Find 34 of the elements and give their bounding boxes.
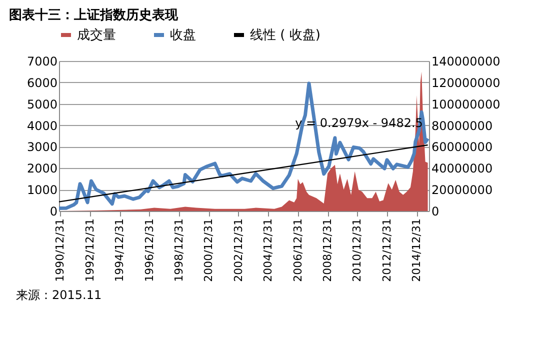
y-tick-label: 5000	[26, 97, 58, 112]
legend-label: 成交量	[77, 27, 116, 43]
y-tick-label: 6000	[26, 76, 58, 90]
chart-title: 图表十三：上证指数历史表现	[9, 8, 179, 23]
y2-tick-label: 120000000	[432, 76, 500, 90]
y2-tick-label: 140000000	[432, 54, 500, 68]
y-tick-label: 2000	[26, 162, 58, 176]
x-tick-label: 1998/12/31	[172, 218, 186, 282]
x-tick-label: 2004/12/31	[262, 218, 275, 282]
x-tick-label: 1992/12/31	[83, 218, 96, 282]
y-tick-label: 3000	[26, 140, 58, 154]
y-tick-label: 0	[50, 204, 58, 218]
x-tick-label: 2000/12/31	[202, 218, 216, 282]
y-tick-label: 7000	[26, 54, 58, 68]
x-tick-label: 2008/12/31	[321, 218, 334, 282]
x-tick-label: 1994/12/31	[113, 218, 126, 282]
y2-tick-label: 60000000	[432, 140, 493, 154]
x-tick-label: 2014/12/31	[410, 218, 424, 282]
y-tick-label: 1000	[26, 183, 58, 198]
legend-label: 收盘	[170, 28, 196, 43]
x-tick-label: 1996/12/31	[142, 218, 156, 282]
x-tick-label: 2012/12/31	[380, 218, 394, 282]
x-tick-label: 2006/12/31	[291, 218, 304, 282]
y-tick-label: 4000	[26, 118, 58, 133]
y2-tick-label: 20000000	[432, 183, 493, 198]
y2-tick-label: 0	[432, 204, 440, 218]
x-tick-label: 2002/12/31	[232, 218, 245, 282]
x-tick-label: 1990/12/31	[54, 218, 67, 282]
y2-tick-label: 100000000	[432, 97, 500, 112]
x-tick-label: 2010/12/31	[350, 218, 364, 282]
y2-tick-label: 40000000	[432, 162, 493, 176]
legend-label: 线性 ( 收盘)	[250, 28, 320, 43]
source-note: 来源：2015.11	[16, 287, 103, 304]
y2-tick-label: 80000000	[432, 118, 493, 133]
